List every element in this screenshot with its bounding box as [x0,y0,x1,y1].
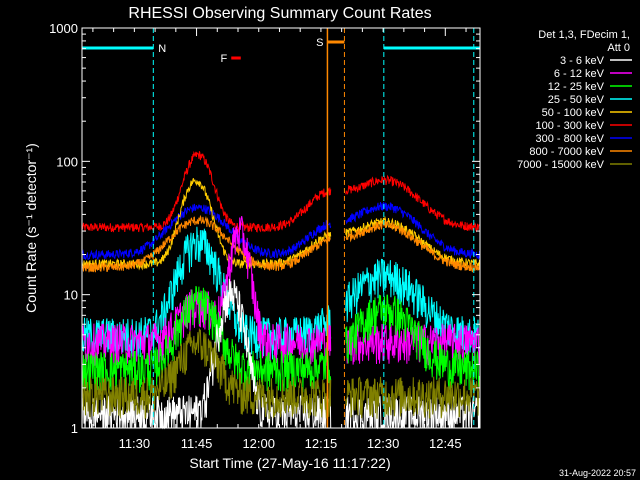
series-line-8 [81,327,480,420]
footer-timestamp: 31-Aug-2022 20:57 [559,468,636,478]
x-tick-label: 12:15 [305,436,338,451]
x-tick-label: 11:45 [181,436,213,451]
legend-entry-label: 50 - 100 keV [542,107,605,119]
y-axis: 1 10 100 1000 [49,21,480,436]
x-axis: 11:30 11:45 12:00 12:15 12:30 12:45 [92,28,467,451]
legend-entry-label: 800 - 7000 keV [529,146,604,158]
y-tick-label: 10 [64,288,78,303]
series-line-0 [81,150,480,233]
legend-entry-label: 100 - 300 keV [536,120,605,132]
y-tick-label: 100 [56,154,78,169]
series-line-7 [81,278,480,430]
legend-header-2: Att 0 [607,42,630,54]
x-tick-label: 12:00 [242,436,275,451]
night-label: N [158,43,166,55]
series-line-6 [81,285,480,394]
y-tick-label: 1000 [49,21,78,36]
series-line-2 [81,178,480,271]
series-line-3 [81,214,480,273]
plot-frame [81,27,481,429]
y-axis-label: Count Rate (s⁻¹ detector⁻¹) [23,143,39,313]
marker-layer: N F S [82,28,480,428]
legend-entry-label: 12 - 25 keV [548,81,605,93]
x-axis-label: Start Time (27-May-16 11:17:22) [189,455,390,471]
legend-entry-label: 3 - 6 keV [560,55,605,67]
legend-entry-label: 25 - 50 keV [548,94,605,106]
series-line-1 [81,202,480,261]
series-layer [81,150,480,430]
legend-entry-label: 300 - 800 keV [536,133,605,145]
flare-label: F [221,53,228,65]
legend-entry-label: 6 - 12 keV [554,68,605,80]
x-tick-label: 11:30 [119,436,151,451]
chart-title: RHESSI Observing Summary Count Rates [128,5,431,22]
y-tick-label: 1 [71,421,78,436]
saa-label: S [316,37,323,49]
legend-header-1: Det 1,3, FDecim 1, [538,29,630,41]
x-tick-label: 12:30 [367,436,400,451]
x-tick-label: 12:45 [429,436,462,451]
legend-entry-label: 7000 - 15000 keV [517,159,605,171]
